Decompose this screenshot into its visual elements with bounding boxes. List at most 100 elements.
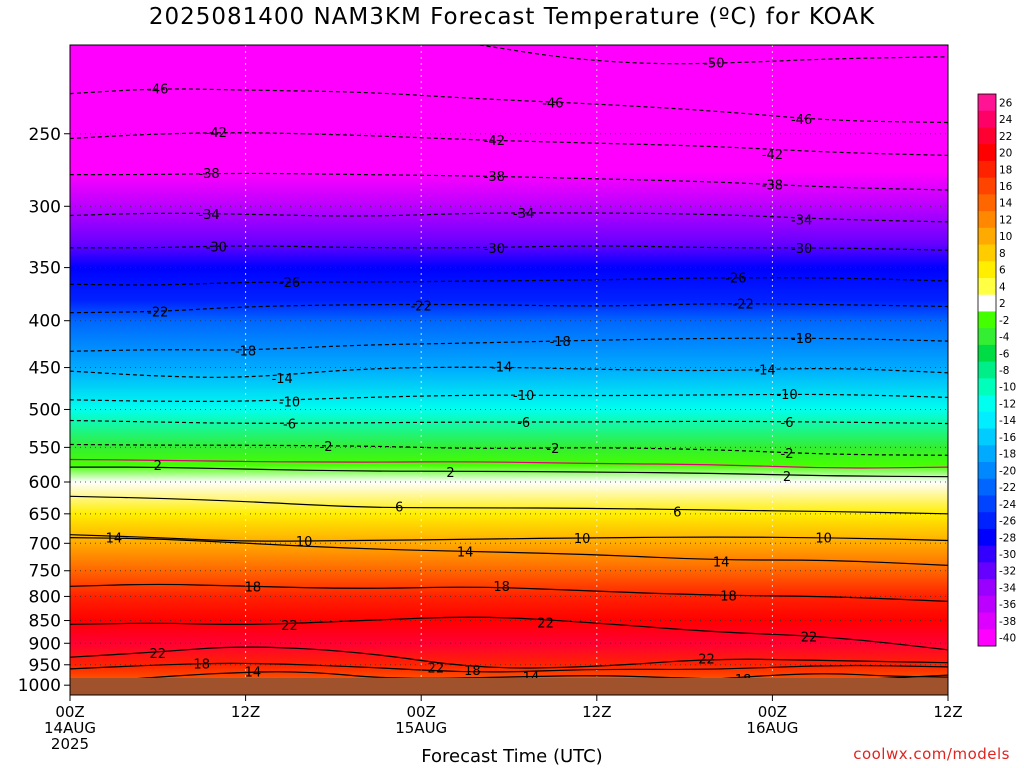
colorbar-label: 6	[999, 265, 1006, 277]
contour-label: 6	[673, 505, 681, 520]
contour-label: -42	[206, 126, 227, 141]
contour-label: -14	[754, 363, 775, 378]
y-tick-label: 650	[29, 505, 61, 525]
colorbar-swatch	[978, 428, 996, 446]
contour-label: -2	[320, 440, 333, 455]
colorbar-swatch	[978, 344, 996, 363]
y-tick-label: 950	[29, 656, 61, 676]
colorbar-label: 18	[999, 164, 1012, 176]
contour-line	[70, 366, 948, 378]
contour-label: -34	[791, 213, 812, 228]
y-tick-label: 450	[29, 359, 61, 379]
contour-line	[70, 443, 948, 456]
colorbar-swatch	[978, 595, 996, 613]
colorbar-label: -36	[999, 599, 1016, 611]
colorbar-swatch	[978, 361, 996, 379]
colorbar-label: -6	[999, 348, 1010, 360]
contour-line	[70, 212, 948, 223]
contour-line	[70, 337, 948, 352]
contour-label: -6	[283, 418, 296, 433]
colorbar-label: -32	[999, 566, 1016, 578]
colorbar-swatch	[978, 579, 996, 597]
contour-label: -14	[491, 361, 512, 376]
contour-label: -26	[279, 276, 300, 291]
contour-line	[70, 303, 948, 314]
contour-line	[70, 466, 948, 478]
x-tick-label: 00Z	[758, 703, 787, 721]
colorbar-label: -28	[999, 532, 1016, 544]
colorbar-label: -22	[999, 482, 1016, 494]
contour-line	[70, 458, 948, 469]
colorbar-label: -26	[999, 516, 1016, 528]
y-tick-label: 850	[29, 612, 61, 632]
contour-line	[479, 45, 948, 65]
contour-label: 22	[698, 652, 715, 667]
contour-label: 10	[574, 532, 591, 547]
x-axis-label: Forecast Time (UTC)	[421, 746, 603, 767]
colorbar-label: 16	[999, 181, 1013, 193]
x-tick-label: 12Z	[231, 703, 260, 721]
colorbar-label: -12	[999, 398, 1016, 410]
contour-label: -18	[235, 344, 256, 359]
x-tick-label: 16AUG	[746, 719, 798, 737]
colorbar-swatch	[978, 227, 996, 245]
ground-surface	[70, 678, 948, 695]
contour-line	[70, 245, 948, 251]
contour-label: -2	[546, 442, 559, 457]
contour-lines	[70, 45, 948, 684]
contour-label: 6	[395, 500, 403, 515]
contour-label: -38	[484, 170, 505, 185]
x-tick-label: 12Z	[933, 703, 962, 721]
colorbar-swatch	[978, 177, 996, 195]
contour-line	[70, 534, 948, 542]
colorbar-label: -14	[999, 415, 1016, 427]
colorbar-swatch	[978, 528, 996, 547]
colorbar-swatch	[978, 629, 996, 647]
contour-label: -6	[781, 416, 794, 431]
contour-line	[70, 277, 948, 286]
chart-title: 2025081400 NAM3KM Forecast Temperature (…	[148, 4, 876, 30]
site-credit[interactable]: coolwx.com/models	[853, 745, 1010, 763]
contour-line	[70, 132, 948, 156]
contour-line	[70, 646, 948, 669]
y-tick-label: 1000	[18, 676, 61, 696]
contour-label: -34	[198, 208, 219, 223]
y-axis: 2503003504004505005506006507007508008509…	[18, 125, 70, 696]
contour-label: -38	[198, 167, 219, 182]
contour-label: -2	[781, 447, 794, 462]
contour-label: -30	[206, 241, 227, 256]
y-tick-label: 500	[29, 400, 61, 420]
contour-label: 18	[464, 664, 481, 679]
contour-label: -22	[411, 300, 432, 315]
contour-label: 18	[720, 589, 737, 604]
contour-label: 14	[713, 556, 730, 571]
x-tick-label: 12Z	[582, 703, 611, 721]
colorbar-border	[977, 93, 997, 647]
contour-label: -26	[725, 272, 746, 287]
colorbar-swatch	[978, 144, 996, 162]
colorbar-label: 10	[999, 231, 1012, 243]
contour-label: 2	[783, 470, 791, 485]
y-tick-label: 800	[29, 587, 61, 607]
colorbar-swatch	[978, 512, 996, 530]
colorbar-swatch	[978, 478, 996, 496]
y-tick-label: 600	[29, 473, 61, 493]
colorbar-label: 12	[999, 214, 1012, 226]
contour-line	[70, 662, 948, 673]
contour-label: -42	[484, 134, 505, 149]
contour-label: 22	[150, 647, 167, 662]
contour-label: -18	[550, 335, 571, 350]
contour-label: 22	[801, 631, 818, 646]
contour-label: -50	[703, 57, 724, 72]
contour-line	[70, 88, 948, 124]
colorbar-swatch	[978, 445, 996, 463]
contour-line	[70, 172, 948, 191]
colorbar-swatch	[978, 194, 996, 212]
contour-label: -38	[762, 178, 783, 193]
y-tick-label: 550	[29, 438, 61, 458]
contour-label: 18	[493, 580, 510, 595]
contour-labels: -50 -46 -46 -46 -42 -42 -42 -38 -38 -38 -34 -34 -34 -…	[106, 57, 832, 689]
colorbar-label: -10	[999, 382, 1016, 394]
y-tick-label: 700	[29, 534, 61, 554]
